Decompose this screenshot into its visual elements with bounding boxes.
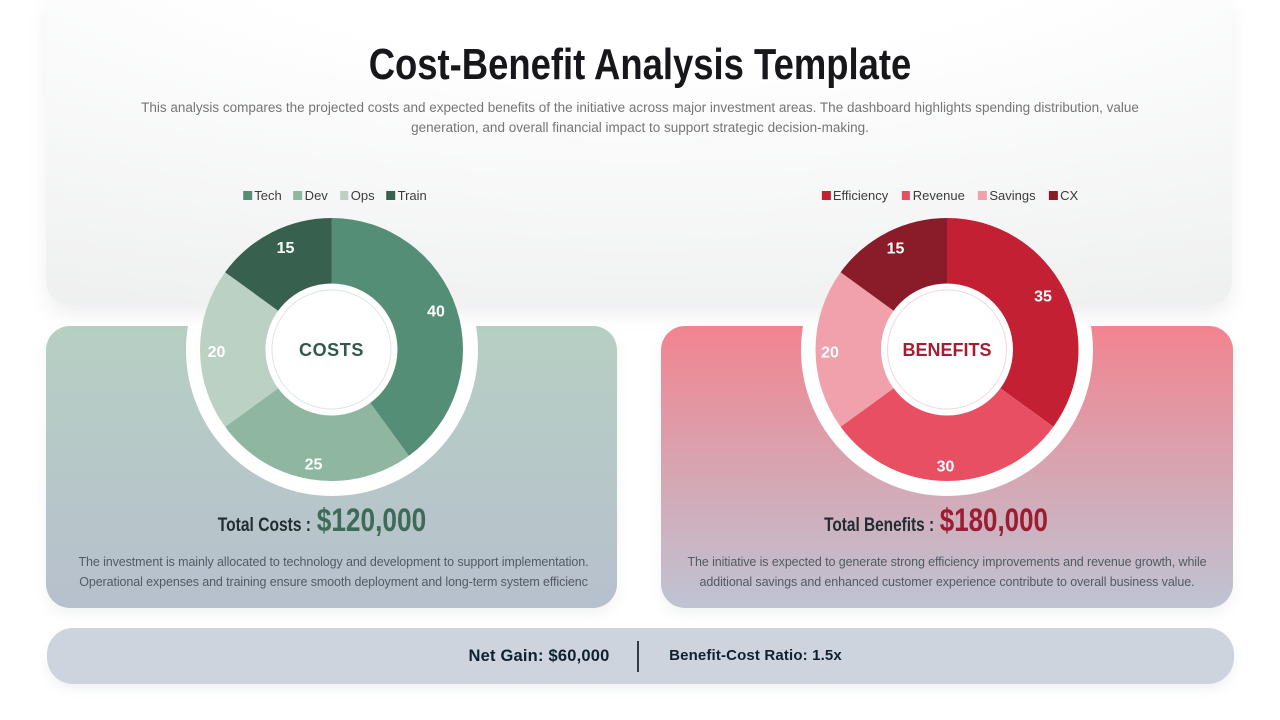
svg-text:BENEFITS: BENEFITS bbox=[902, 340, 991, 360]
svg-text:15: 15 bbox=[887, 241, 905, 258]
svg-text:25: 25 bbox=[305, 457, 323, 474]
svg-text:COSTS: COSTS bbox=[299, 340, 364, 360]
svg-text:20: 20 bbox=[821, 345, 839, 362]
svg-text:20: 20 bbox=[208, 344, 226, 361]
svg-text:40: 40 bbox=[427, 304, 445, 321]
svg-text:15: 15 bbox=[277, 240, 295, 257]
svg-text:30: 30 bbox=[937, 459, 955, 476]
svg-text:35: 35 bbox=[1034, 289, 1052, 306]
